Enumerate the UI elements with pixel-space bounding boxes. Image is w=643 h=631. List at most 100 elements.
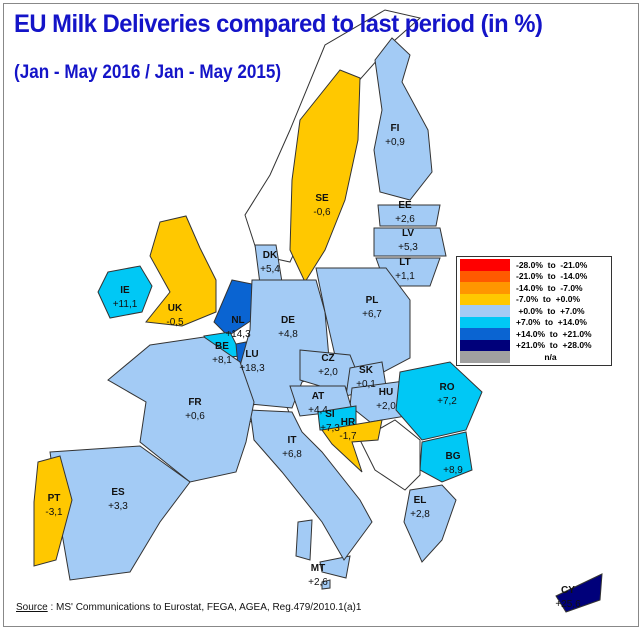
country-value-label: +0,9 [385,137,405,148]
map-title: EU Milk Deliveries compared to last peri… [14,10,543,38]
country-value-label: +0,6 [185,411,205,422]
country-code-label: DK [263,250,278,261]
country-fi[interactable] [373,37,433,201]
legend-swatch [460,339,510,351]
country-ie[interactable] [97,265,153,319]
country-code-label: SI [325,409,335,420]
country-value-label: -1,7 [339,431,357,442]
country-code-label: MT [311,563,325,574]
legend-label: -21.0% to -14.0% [516,271,588,282]
country-value-label: +8,9 [443,465,463,476]
legend-label: +21.0% to +28.0% [516,340,592,351]
country-uk[interactable] [145,215,217,327]
country-el[interactable] [403,484,457,563]
country-value-label: +5,4 [260,264,280,275]
country-code-label: EE [398,200,412,211]
legend-swatch [460,259,510,271]
legend-item: -21.0% to -14.0% [460,270,608,282]
country-value-label: +4,8 [278,329,298,340]
country-value-label: +0,1 [356,379,376,390]
country-nl[interactable] [213,279,253,337]
legend-item: +14.0% to +21.0% [460,328,608,340]
country-code-label: IT [288,435,297,446]
country-value-label: +25,6 [555,599,581,610]
country-value-label: +5,3 [398,242,418,253]
country-ro[interactable] [395,361,483,441]
country-code-label: LV [402,228,414,239]
country-code-label: RO [440,382,455,393]
country-value-label: +18,3 [239,363,265,374]
country-code-label: ES [111,487,125,498]
country-value-label: +8,1 [212,355,232,366]
country-value-label: +14,3 [225,329,251,340]
country-code-label: LU [245,349,258,360]
country-fr[interactable] [107,336,255,483]
country-value-label: +3,3 [108,501,128,512]
legend-item: +0.0% to +7.0% [460,305,608,317]
source-label: Source [16,602,48,613]
legend-item: -7.0% to +0.0% [460,293,608,305]
legend-item: +7.0% to +14.0% [460,316,608,328]
country-value-label: +2,6 [395,214,415,225]
legend-item: -14.0% to -7.0% [460,282,608,294]
legend-swatch [460,270,510,282]
country-pt[interactable] [33,455,73,567]
country-code-label: BG [446,451,461,462]
country-value-label: +6,7 [362,309,382,320]
country-code-label: SK [359,365,374,376]
country-es[interactable] [49,445,191,581]
country-code-label: HU [379,387,393,398]
frame [3,3,639,627]
legend-label: -14.0% to -7.0% [516,282,583,293]
sicily-shape [319,555,351,579]
legend-label: -28.0% to -21.0% [516,259,588,270]
country-code-label: PL [366,295,379,306]
legend-swatch [460,351,510,363]
legend-swatch [460,316,510,328]
map-subtitle: (Jan - May 2016 / Jan - May 2015) [14,62,282,83]
legend-label: +14.0% to +21.0% [516,328,592,339]
country-it[interactable] [249,409,373,561]
country-value-label: +7,2 [437,396,457,407]
legend-swatch [460,305,510,317]
legend-label: n/a [516,351,557,362]
country-value-label: +2,6 [308,577,328,588]
country-lv[interactable] [373,227,447,257]
legend-item: +21.0% to +28.0% [460,339,608,351]
country-value-label: -0,5 [166,317,184,328]
country-code-label: SE [315,193,329,204]
country-code-label: UK [168,303,183,314]
country-cy[interactable] [555,573,603,613]
legend: -28.0% to -21.0% -21.0% to -14.0% -14.0% t… [456,256,612,366]
country-value-label: +7,3 [320,423,340,434]
legend-swatch [460,328,510,340]
legend-item: n/a [460,351,608,363]
country-code-label: CZ [321,353,334,364]
source-note: Source : MS' Communications to Eurostat,… [16,602,361,613]
country-value-label: -3,1 [45,507,63,518]
country-value-label: -0,6 [313,207,331,218]
legend-label: +0.0% to +7.0% [516,305,585,316]
country-code-label: CY [561,585,575,596]
sardinia-shape [295,519,313,561]
legend-item: -28.0% to -21.0% [460,259,608,271]
country-se[interactable] [289,69,361,284]
country-bg[interactable] [419,431,473,483]
country-value-label: +2,0 [376,401,396,412]
country-code-label: PT [48,493,61,504]
country-ee[interactable] [377,204,441,227]
legend-label: +7.0% to +14.0% [516,317,587,328]
country-code-label: LT [399,257,410,268]
country-hr[interactable] [321,419,383,473]
country-code-label: FR [188,397,202,408]
country-code-label: AT [312,391,325,402]
country-value-label: +2,0 [318,367,338,378]
legend-swatch [460,282,510,294]
source-text: : MS' Communications to Eurostat, FEGA, … [47,602,362,613]
country-value-label: +6,8 [282,449,302,460]
legend-label: -7.0% to +0.0% [516,294,581,305]
country-code-label: FI [391,123,400,134]
country-pl[interactable] [315,267,411,377]
country-mt[interactable] [321,579,331,590]
